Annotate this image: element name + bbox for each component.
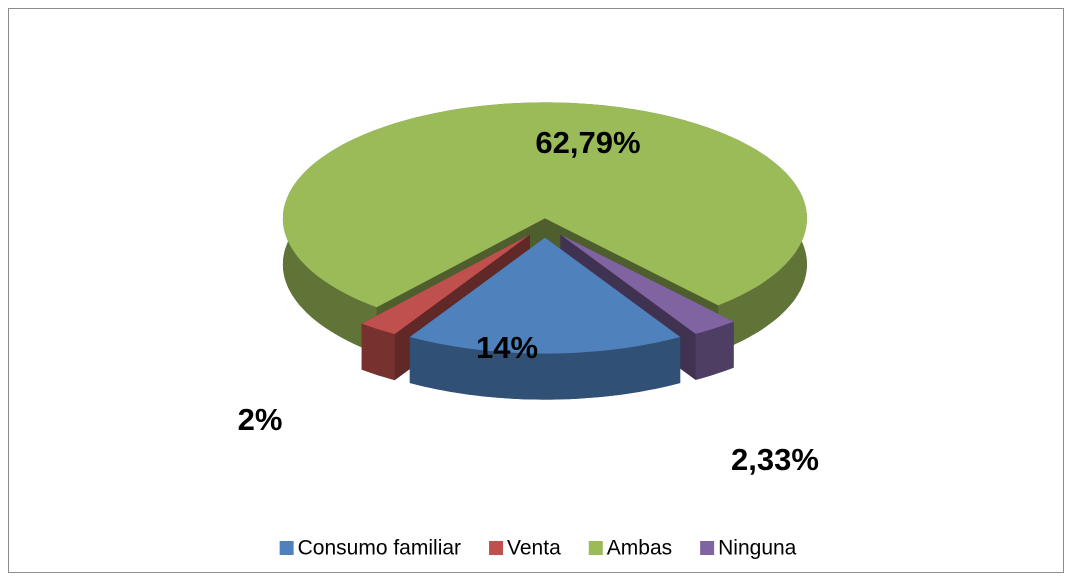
slice-wall (361, 234, 530, 370)
data-label: 2% (238, 402, 283, 437)
legend-swatch (279, 541, 294, 555)
slice (560, 234, 734, 334)
pie (282, 102, 807, 400)
legend-label: Venta (507, 537, 561, 560)
legend-swatch (588, 541, 603, 555)
slice (409, 237, 681, 354)
legend-item: Ninguna (700, 537, 797, 560)
slice-side (409, 337, 681, 400)
slice (282, 102, 807, 308)
legend-label: Ninguna (718, 537, 797, 560)
legend-item: Consumo familiar (279, 537, 461, 560)
legend-swatch (489, 541, 504, 555)
slice-side (361, 323, 395, 381)
legend-label: Ambas (607, 537, 672, 560)
slice (361, 234, 530, 335)
legend: Consumo familiar Venta Ambas Ninguna (279, 537, 797, 560)
legend-item: Ambas (588, 537, 672, 560)
legend-swatch (700, 541, 715, 555)
data-label: 2,33% (731, 442, 819, 477)
slice-side (695, 321, 734, 380)
data-label: 14% (476, 330, 538, 365)
data-label: 62,79% (535, 125, 640, 160)
slice-side (282, 102, 807, 354)
data-labels: 14% 2% 62,79% 2,33% (238, 125, 819, 477)
legend-label: Consumo familiar (298, 537, 461, 560)
legend-item: Venta (489, 537, 561, 560)
